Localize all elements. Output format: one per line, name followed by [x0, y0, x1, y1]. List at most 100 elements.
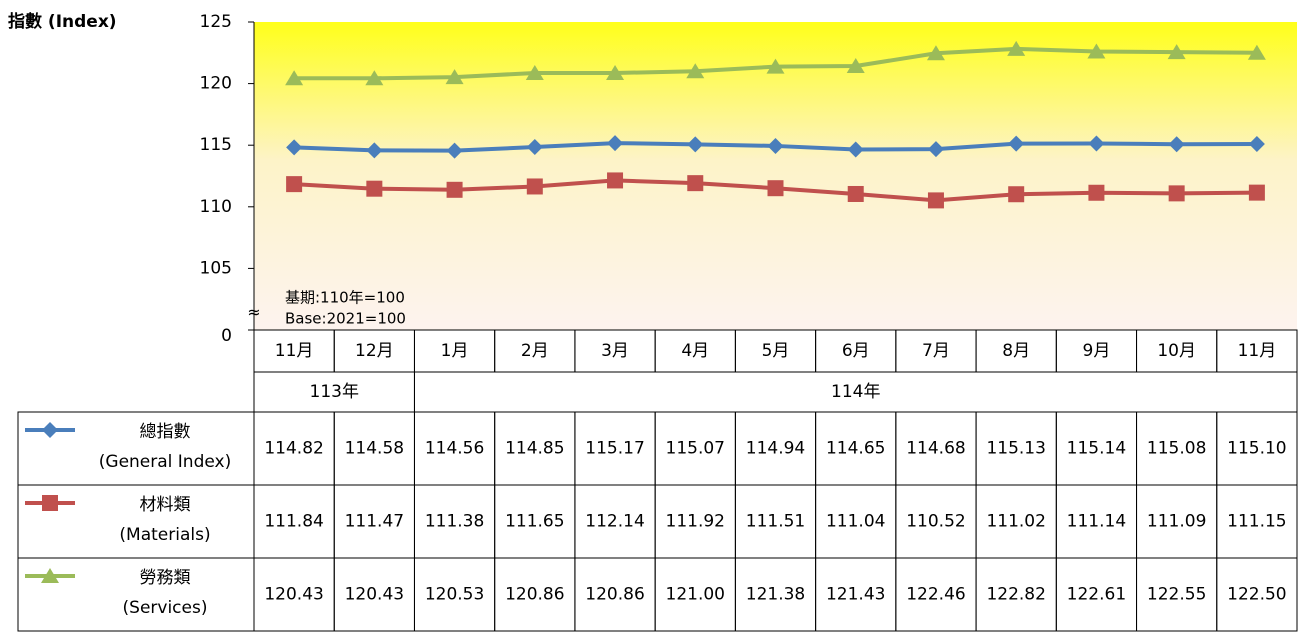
year-label: 114年	[831, 382, 880, 402]
marker	[446, 142, 463, 159]
x-tick-label: 8月	[1002, 341, 1030, 361]
x-tick-label: 3月	[601, 341, 629, 361]
value-label: 111.47	[345, 512, 404, 532]
marker	[847, 141, 864, 158]
value-label: 115.08	[1147, 439, 1206, 459]
value-label: 110.52	[906, 512, 965, 532]
value-label: 121.00	[666, 585, 725, 605]
year-label: 113年	[310, 382, 359, 402]
annotation: 基期:110年=100	[285, 289, 405, 307]
legend-label: (Services)	[123, 598, 208, 618]
marker	[927, 141, 944, 158]
y-tick-label: 110	[200, 197, 232, 217]
marker	[1168, 136, 1185, 153]
value-label: 120.43	[264, 585, 323, 605]
marker	[1008, 135, 1025, 152]
marker	[1248, 184, 1265, 201]
marker	[1248, 135, 1265, 152]
value-label: 111.09	[1147, 512, 1206, 532]
value-label: 115.14	[1067, 439, 1126, 459]
marker	[606, 65, 625, 81]
marker	[446, 181, 463, 198]
marker	[926, 45, 945, 61]
marker	[1088, 184, 1105, 201]
value-label: 115.17	[585, 439, 644, 459]
value-label: 114.85	[505, 439, 564, 459]
legend-label: (Materials)	[119, 525, 210, 545]
x-tick-label: 11月	[275, 341, 314, 361]
x-tick-label: 1月	[441, 341, 469, 361]
value-label: 114.94	[746, 439, 805, 459]
marker	[1167, 44, 1186, 60]
value-label: 114.65	[826, 439, 885, 459]
x-tick-label: 10月	[1157, 341, 1196, 361]
x-tick-label: 5月	[762, 341, 790, 361]
marker	[286, 139, 303, 156]
y-tick-label: 125	[200, 12, 232, 32]
value-label: 120.43	[345, 585, 404, 605]
value-label: 111.14	[1067, 512, 1126, 532]
marker	[445, 69, 464, 85]
marker	[847, 185, 864, 202]
x-tick-label: 2月	[521, 341, 549, 361]
marker	[846, 57, 865, 73]
value-label: 111.38	[425, 512, 484, 532]
legend-marker	[42, 495, 58, 511]
value-label: 111.92	[666, 512, 725, 532]
legend-label: (General Index)	[99, 452, 231, 472]
value-label: 111.04	[826, 512, 885, 532]
marker	[286, 176, 303, 193]
marker	[1008, 186, 1025, 203]
marker	[1247, 44, 1266, 60]
legend-label: 總指數	[140, 422, 191, 442]
value-label: 122.82	[986, 585, 1045, 605]
value-label: 114.56	[425, 439, 484, 459]
value-label: 111.02	[986, 512, 1045, 532]
y-tick-label: 120	[200, 74, 232, 94]
marker	[365, 70, 384, 86]
marker	[1088, 135, 1105, 152]
value-label: 114.58	[345, 439, 404, 459]
x-tick-label: 7月	[922, 341, 950, 361]
value-label: 122.61	[1067, 585, 1126, 605]
y-tick-label: 115	[200, 135, 232, 155]
value-label: 111.65	[505, 512, 564, 532]
marker	[526, 139, 543, 156]
y-axis-label: 指數 (Index)	[8, 11, 117, 32]
value-label: 111.84	[264, 512, 323, 532]
x-tick-label: 6月	[842, 341, 870, 361]
marker	[767, 137, 784, 154]
value-label: 114.68	[906, 439, 965, 459]
value-label: 114.82	[264, 439, 323, 459]
table-cell	[1216, 557, 1298, 632]
y-tick-label: 105	[200, 258, 232, 278]
value-label: 122.55	[1147, 585, 1206, 605]
value-label: 122.46	[906, 585, 965, 605]
marker	[366, 142, 383, 159]
table-cell	[17, 557, 255, 632]
marker	[607, 135, 624, 152]
marker	[607, 172, 624, 189]
value-label: 120.53	[425, 585, 484, 605]
value-label: 111.15	[1227, 512, 1286, 532]
marker	[526, 178, 543, 195]
value-label: 112.14	[585, 512, 644, 532]
value-label: 122.50	[1227, 585, 1286, 605]
value-label: 120.86	[505, 585, 564, 605]
marker	[686, 63, 705, 79]
marker	[927, 192, 944, 209]
marker	[1087, 43, 1106, 59]
marker	[766, 58, 785, 74]
marker	[687, 136, 704, 153]
y-tick-label: 0	[221, 326, 232, 346]
marker	[687, 175, 704, 192]
marker	[1007, 40, 1026, 56]
annotation: Base:2021=100	[285, 310, 406, 328]
value-label: 120.86	[585, 585, 644, 605]
value-label: 121.43	[826, 585, 885, 605]
value-label: 111.51	[746, 512, 805, 532]
legend-label: 材料類	[140, 495, 191, 515]
marker	[285, 70, 304, 86]
value-label: 115.07	[666, 439, 725, 459]
